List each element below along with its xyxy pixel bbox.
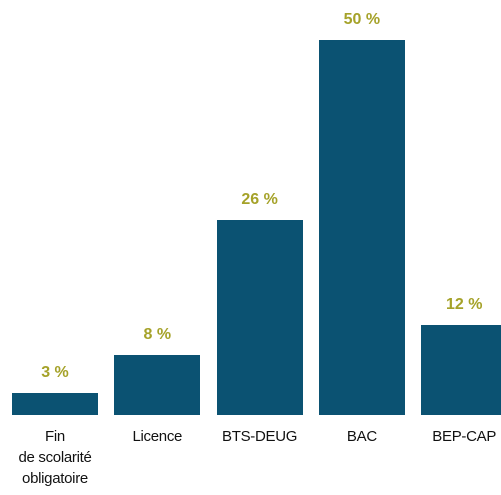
bar	[421, 325, 501, 415]
bar	[12, 392, 98, 415]
x-tick-label: BAC	[346, 428, 377, 445]
x-tick-label: BTS-DEUG	[222, 428, 298, 445]
x-tick-label: BEP-CAP	[432, 428, 497, 445]
value-label: 12 %	[445, 296, 483, 313]
bar	[114, 355, 201, 415]
value-label: 26 %	[241, 191, 278, 208]
bar	[318, 40, 405, 415]
value-label: 8 %	[143, 326, 172, 343]
value-label: 3 %	[41, 363, 69, 381]
bar	[216, 220, 303, 415]
x-tick-label: Licence	[132, 428, 183, 445]
value-label: 50 %	[343, 11, 381, 28]
x-tick-label: Fin de scolarité obligatoire	[18, 428, 92, 487]
